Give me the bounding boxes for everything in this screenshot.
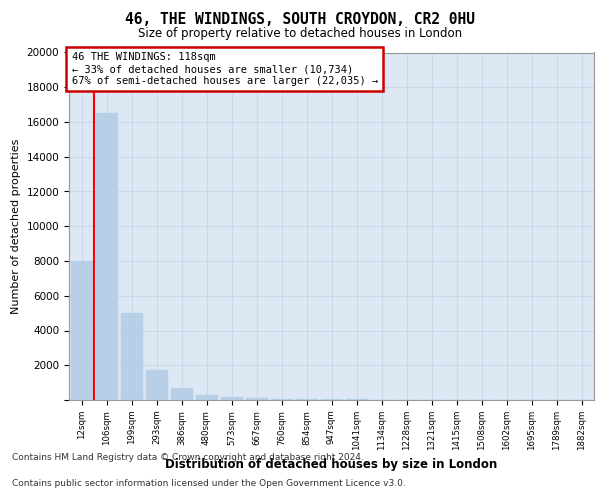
Bar: [296, 399, 317, 400]
Bar: [171, 388, 192, 400]
Text: Size of property relative to detached houses in London: Size of property relative to detached ho…: [138, 28, 462, 40]
X-axis label: Distribution of detached houses by size in London: Distribution of detached houses by size …: [166, 458, 497, 471]
Text: 46 THE WINDINGS: 118sqm
← 33% of detached houses are smaller (10,734)
67% of sem: 46 THE WINDINGS: 118sqm ← 33% of detache…: [71, 52, 378, 86]
Bar: [271, 398, 292, 400]
Text: Contains HM Land Registry data © Crown copyright and database right 2024.: Contains HM Land Registry data © Crown c…: [12, 454, 364, 462]
Bar: [246, 398, 267, 400]
Y-axis label: Number of detached properties: Number of detached properties: [11, 138, 21, 314]
Text: 46, THE WINDINGS, SOUTH CROYDON, CR2 0HU: 46, THE WINDINGS, SOUTH CROYDON, CR2 0HU: [125, 12, 475, 28]
Bar: [71, 261, 92, 400]
Bar: [96, 114, 117, 400]
Bar: [146, 370, 167, 400]
Text: Contains public sector information licensed under the Open Government Licence v3: Contains public sector information licen…: [12, 478, 406, 488]
Bar: [196, 395, 217, 400]
Bar: [321, 399, 342, 400]
Bar: [121, 313, 142, 400]
Bar: [221, 397, 242, 400]
